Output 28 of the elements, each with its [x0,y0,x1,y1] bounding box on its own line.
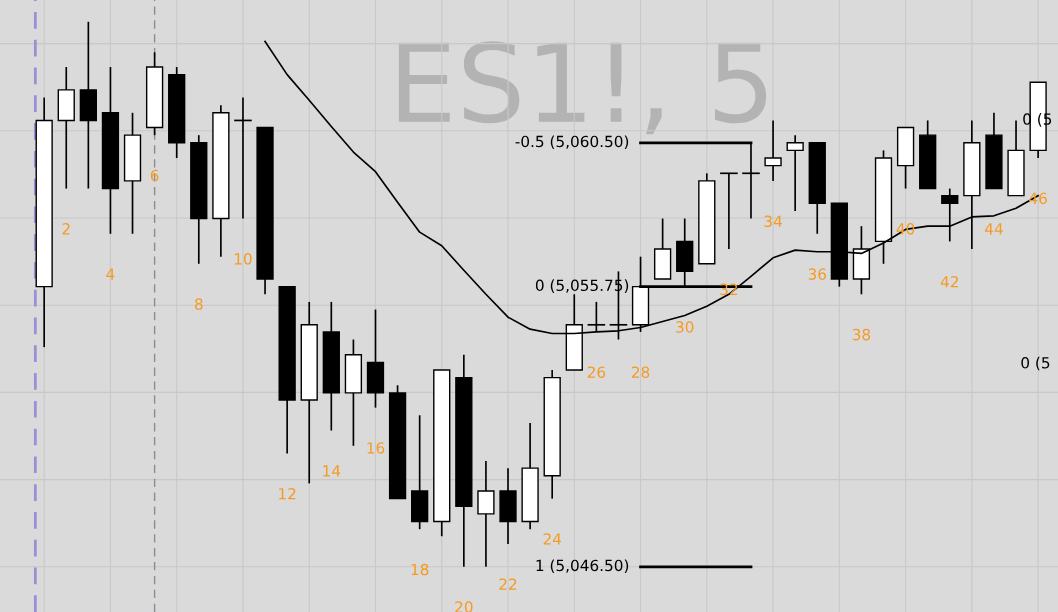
x-tick-label: 10 [234,253,252,265]
x-tick-label: 16 [367,442,385,454]
x-tick-label: 8 [194,298,203,310]
x-tick-label: 14 [323,465,341,477]
x-tick-label: 6 [150,169,159,182]
x-tick-label: 24 [543,533,562,545]
x-tick-label: 2 [62,223,70,235]
x-tick-label: 28 [631,366,650,378]
x-tick-label: 22 [499,578,517,590]
x-tick-label: 34 [764,215,782,228]
annotation: -0.5 (5,060.50) [515,135,629,150]
x-tick-label: 26 [587,366,606,378]
x-tick-label: 20 [455,601,473,612]
candlestick [477,460,495,568]
x-tick-label: 42 [940,275,958,288]
candlestick [720,172,738,250]
candlestick [786,134,804,212]
x-tick-label: 36 [808,268,826,280]
x-tick-label: 44 [984,223,1003,235]
annotation: 1 (5,046.50) [536,559,629,573]
x-tick-label: 30 [676,321,694,333]
x-tick-label: 38 [852,328,871,341]
annotation: 0 (5 [1021,356,1050,371]
x-tick-label: 4 [106,268,115,280]
x-tick-label: 12 [279,487,296,500]
candlestick [941,187,959,243]
x-tick-label: 18 [411,563,429,576]
candlestick [764,119,782,182]
